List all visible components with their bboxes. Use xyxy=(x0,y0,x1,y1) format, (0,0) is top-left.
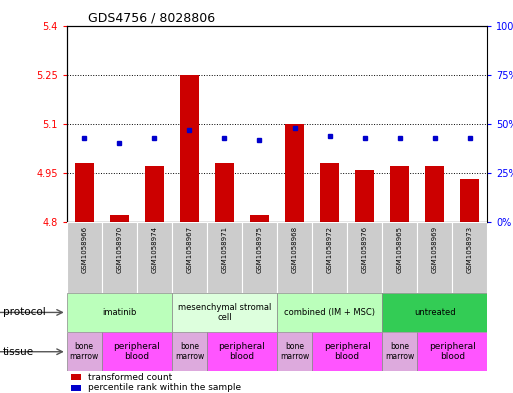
Text: GSM1058971: GSM1058971 xyxy=(222,226,227,273)
Text: peripheral
blood: peripheral blood xyxy=(219,342,265,362)
Bar xyxy=(67,293,172,332)
Text: imatinib: imatinib xyxy=(102,308,136,317)
Bar xyxy=(102,222,137,293)
Text: mesenchymal stromal
cell: mesenchymal stromal cell xyxy=(177,303,271,322)
Text: peripheral
blood: peripheral blood xyxy=(429,342,476,362)
Bar xyxy=(425,166,444,222)
Text: bone
marrow: bone marrow xyxy=(175,342,204,362)
Bar xyxy=(137,222,172,293)
Bar xyxy=(180,75,199,222)
Bar xyxy=(452,222,487,293)
Bar xyxy=(67,332,102,371)
Bar xyxy=(355,170,374,222)
Text: bone
marrow: bone marrow xyxy=(70,342,99,362)
Bar xyxy=(417,222,452,293)
Bar xyxy=(172,332,207,371)
Text: GSM1058976: GSM1058976 xyxy=(362,226,368,273)
Text: GDS4756 / 8028806: GDS4756 / 8028806 xyxy=(88,11,215,24)
Text: GSM1058972: GSM1058972 xyxy=(327,226,332,273)
Bar xyxy=(277,293,382,332)
Bar xyxy=(382,293,487,332)
Text: GSM1058966: GSM1058966 xyxy=(81,226,87,273)
Bar xyxy=(172,293,277,332)
Bar xyxy=(74,163,94,222)
Bar xyxy=(215,163,234,222)
Text: GSM1058969: GSM1058969 xyxy=(432,226,438,273)
Bar xyxy=(312,222,347,293)
Text: percentile rank within the sample: percentile rank within the sample xyxy=(88,383,241,392)
Text: transformed count: transformed count xyxy=(88,373,172,382)
Text: GSM1058973: GSM1058973 xyxy=(467,226,473,273)
Bar xyxy=(277,222,312,293)
Bar xyxy=(71,385,82,391)
Text: GSM1058965: GSM1058965 xyxy=(397,226,403,273)
Bar xyxy=(110,215,129,222)
Bar xyxy=(172,222,207,293)
Text: combined (IM + MSC): combined (IM + MSC) xyxy=(284,308,375,317)
Bar xyxy=(242,222,277,293)
Bar xyxy=(277,332,312,371)
Text: tissue: tissue xyxy=(3,347,34,357)
Text: GSM1058967: GSM1058967 xyxy=(186,226,192,273)
Bar xyxy=(250,215,269,222)
Bar xyxy=(390,166,409,222)
Bar xyxy=(71,374,82,380)
Text: protocol: protocol xyxy=(3,307,45,318)
Text: GSM1058968: GSM1058968 xyxy=(291,226,298,273)
Text: untreated: untreated xyxy=(414,308,456,317)
Text: GSM1058974: GSM1058974 xyxy=(151,226,157,273)
Text: peripheral
blood: peripheral blood xyxy=(324,342,370,362)
Bar xyxy=(207,222,242,293)
Text: GSM1058970: GSM1058970 xyxy=(116,226,122,273)
Bar xyxy=(382,222,417,293)
Bar xyxy=(347,222,382,293)
Bar xyxy=(207,332,277,371)
Text: peripheral
blood: peripheral blood xyxy=(113,342,160,362)
Text: bone
marrow: bone marrow xyxy=(385,342,415,362)
Bar xyxy=(382,332,417,371)
Bar xyxy=(312,332,382,371)
Bar xyxy=(320,163,339,222)
Bar xyxy=(285,124,304,222)
Bar xyxy=(417,332,487,371)
Bar xyxy=(67,222,102,293)
Text: GSM1058975: GSM1058975 xyxy=(256,226,263,273)
Text: bone
marrow: bone marrow xyxy=(280,342,309,362)
Bar xyxy=(460,180,480,222)
Bar xyxy=(102,332,172,371)
Bar xyxy=(145,166,164,222)
